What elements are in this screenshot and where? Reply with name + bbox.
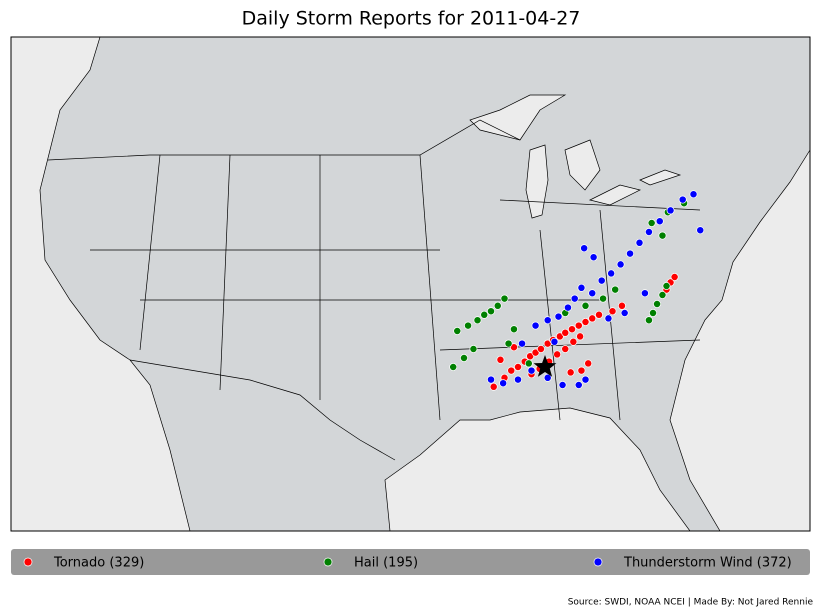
- legend-label: Hail (195): [354, 556, 418, 571]
- storm-report: [649, 309, 657, 317]
- source-note: Source: SWDI, NOAA NCEI | Made By: Not J…: [568, 598, 814, 608]
- storm-report: [510, 343, 518, 352]
- storm-report: [564, 303, 572, 312]
- storm-report: [531, 348, 540, 357]
- storm-report: [550, 337, 559, 346]
- storm-report: [576, 332, 585, 341]
- storm-report: [500, 294, 509, 303]
- storm-report: [577, 283, 586, 292]
- storm-report: [543, 373, 552, 382]
- legend-marker: [323, 557, 333, 567]
- storm-report: [558, 381, 567, 389]
- storm-report: [647, 219, 656, 227]
- storm-report: [635, 238, 644, 247]
- storm-report: [599, 294, 608, 303]
- storm-report: [662, 282, 671, 290]
- storm-report: [645, 316, 653, 325]
- storm-report: [608, 307, 617, 316]
- storm-report: [574, 321, 583, 330]
- storm-report: [531, 321, 540, 330]
- storm-report: [658, 291, 667, 299]
- legend-label: Thunderstorm Wind (372): [623, 556, 792, 571]
- storm-report: [570, 294, 579, 303]
- storm-report: [480, 310, 489, 319]
- map-frame: [10, 36, 811, 532]
- storm-report: [507, 366, 516, 375]
- storm-report: [588, 289, 597, 298]
- storm-report: [666, 206, 675, 215]
- storm-report: [618, 301, 626, 310]
- storm-report: [569, 337, 578, 346]
- storm-report: [640, 289, 649, 298]
- storm-report: [553, 350, 562, 359]
- legend-marker: [23, 557, 33, 567]
- storm-report: [537, 345, 545, 353]
- storm-report: [499, 379, 508, 388]
- storm-report: [645, 228, 653, 236]
- storm-report: [611, 285, 620, 294]
- storm-report: [487, 375, 495, 384]
- storm-report: [607, 269, 616, 278]
- storm-report: [626, 249, 635, 258]
- storm-report: [504, 339, 513, 348]
- storm-report: [514, 375, 522, 384]
- storm-report: [453, 327, 462, 335]
- storm-report: [561, 328, 570, 337]
- storm-report: [543, 316, 552, 325]
- storm-report: [581, 318, 590, 326]
- storm-report: [670, 273, 679, 281]
- basemap: [11, 37, 810, 531]
- storm-report: [464, 321, 472, 330]
- storm-report: [524, 359, 533, 368]
- storm-report: [473, 316, 482, 325]
- storm-report: [584, 359, 593, 368]
- storm-report: [577, 366, 586, 375]
- storm-report: [527, 366, 536, 375]
- storm-report: [696, 226, 705, 235]
- storm-report: [460, 354, 468, 362]
- map-title: Daily Storm Reports for 2011-04-27: [242, 8, 581, 30]
- storm-report: [489, 382, 498, 391]
- highlight-star: [533, 355, 557, 377]
- storm-report: [604, 314, 613, 323]
- storm-report: [566, 368, 575, 377]
- storm-report: [616, 260, 625, 269]
- storm-report: [487, 307, 495, 316]
- storm-report: [581, 301, 590, 310]
- storm-report: [655, 217, 664, 226]
- storm-report: [678, 195, 687, 204]
- legend-marker: [593, 557, 603, 567]
- storm-report: [514, 363, 522, 371]
- storm-report: [510, 325, 518, 334]
- storm-report: [493, 301, 502, 310]
- storm-report: [581, 375, 590, 384]
- storm-report: [689, 190, 698, 199]
- storm-report: [653, 300, 662, 308]
- storm-report: [496, 355, 505, 364]
- storm-report: [449, 363, 458, 371]
- storm-report: [620, 309, 629, 317]
- storm-report: [597, 276, 606, 285]
- storm-report: [595, 310, 603, 319]
- storm-report: [580, 244, 589, 253]
- storm-report: [518, 339, 527, 348]
- storm-report: [555, 332, 564, 341]
- storm-report: [658, 231, 667, 240]
- storm-report: [589, 253, 598, 262]
- storm-report: [588, 314, 597, 323]
- storm-report: [554, 312, 563, 321]
- storm-report: [469, 345, 478, 353]
- storm-report: [561, 345, 570, 353]
- legend-label: Tornado (329): [53, 556, 144, 571]
- legend: [11, 549, 810, 575]
- storm-report: [568, 325, 576, 334]
- storm-report: [574, 381, 583, 389]
